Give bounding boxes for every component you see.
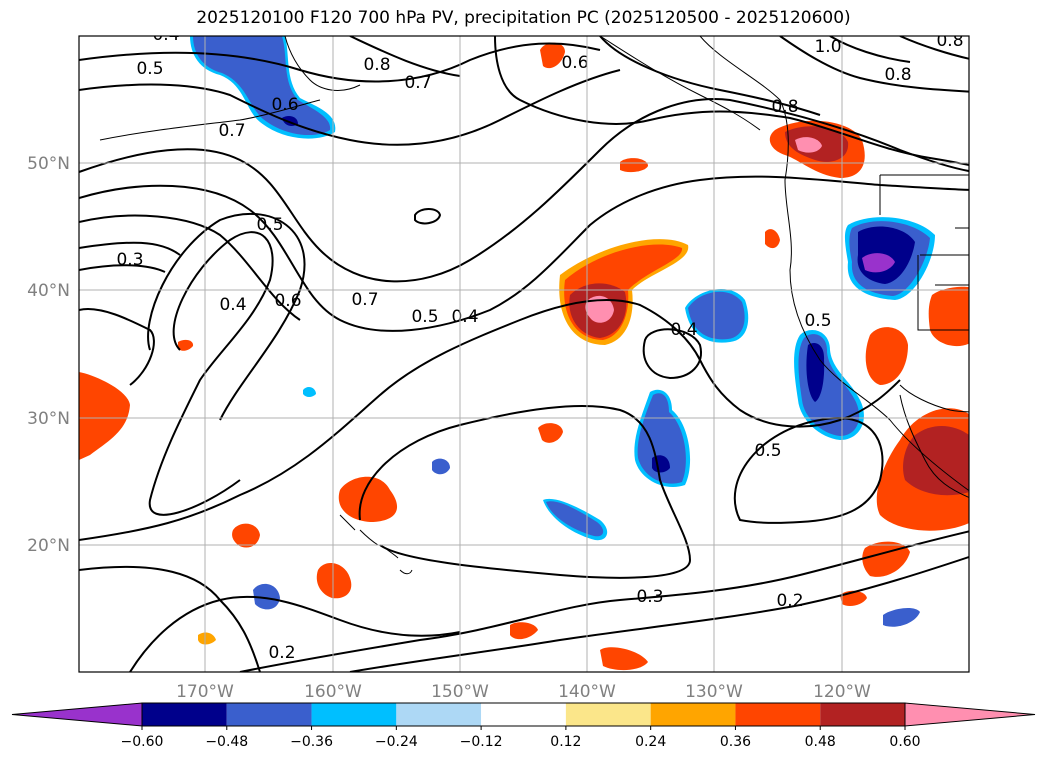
contour-label: 0.6 [271, 95, 298, 115]
contour-label: 0.3 [116, 250, 143, 270]
colorbar-segment [311, 703, 397, 726]
figure-title: 2025120100 F120 700 hPa PV, precipitatio… [196, 8, 851, 28]
contour-label: 0.2 [268, 643, 295, 663]
contour-label: 1.0 [814, 37, 841, 57]
colorbar-tick-label: −0.36 [290, 734, 333, 750]
contour-label: 0.3 [636, 587, 663, 607]
colorbar-tick-label: −0.60 [121, 734, 164, 750]
precip-negative [190, 36, 935, 627]
contour-label: 0.4 [219, 295, 246, 315]
colorbar: −0.60 −0.48 −0.36 −0.24 −0.12 0.12 0.24 0.36 0.4… [11, 702, 1036, 750]
precip-positive [79, 42, 969, 671]
map-frame [78, 35, 970, 673]
colorbar-tick-label: 0.36 [720, 734, 751, 750]
contour-label: 0.8 [771, 97, 798, 117]
lon-tick-label: 160°W [304, 682, 362, 702]
contour-label: 0.2 [776, 591, 803, 611]
lon-tick-label: 140°W [558, 682, 616, 702]
contour-label: 0.7 [351, 290, 378, 310]
colorbar-segment [481, 703, 566, 726]
colorbar-segment [396, 703, 482, 726]
lon-tick-label: 120°W [813, 682, 871, 702]
contour-label: 0.8 [884, 65, 911, 85]
lat-tick-label: 50°N [27, 154, 70, 174]
pv-contours [79, 36, 969, 672]
colorbar-segment [820, 703, 905, 726]
colorbar-segment [142, 703, 227, 726]
lon-tick-label: 170°W [176, 682, 234, 702]
contour-label: 0.5 [411, 307, 438, 327]
colorbar-extend-high [904, 702, 1036, 727]
colorbar-outline [141, 702, 906, 727]
colorbar-extend-low [11, 702, 143, 727]
colorbar-segment [226, 703, 312, 726]
colorbar-tick-label: −0.48 [205, 734, 248, 750]
contour-label: 0.7 [404, 73, 431, 93]
contour-label: 0.5 [136, 59, 163, 79]
contour-label: 0.5 [804, 311, 831, 331]
contour-label: 0.8 [936, 31, 963, 51]
contour-label: 0.8 [363, 55, 390, 75]
lat-tick-label: 30°N [27, 409, 70, 429]
colorbar-segment [565, 703, 651, 726]
coastlines [99, 36, 969, 575]
colorbar-segment [650, 703, 736, 726]
contour-label: 0.6 [561, 53, 588, 73]
contour-label: 0.7 [218, 121, 245, 141]
colorbar-tick-label: 0.48 [805, 734, 836, 750]
colorbar-tick-label: −0.12 [460, 734, 503, 750]
colorbar-tick-label: 0.12 [550, 734, 581, 750]
colorbar-tick-label: 0.60 [889, 734, 920, 750]
contour-label: 0.5 [754, 441, 781, 461]
colorbar-tick-label: −0.24 [375, 734, 418, 750]
colorbar-segment [735, 703, 821, 726]
lat-tick-label: 40°N [27, 281, 70, 301]
colorbar-tick-label: 0.24 [635, 734, 666, 750]
contour-label: 0.4 [152, 25, 179, 45]
contour-label: 0.4 [670, 320, 697, 340]
lon-tick-label: 130°W [685, 682, 743, 702]
lon-tick-label: 150°W [431, 682, 489, 702]
contour-label-layer: 0.4 0.5 0.6 0.8 0.7 0.6 1.0 0.8 0.8 0.8 … [116, 25, 963, 663]
contour-label: 0.5 [256, 215, 283, 235]
contour-label: 0.4 [451, 307, 478, 327]
contour-label: 0.6 [274, 291, 301, 311]
map-layers: 0.4 0.5 0.6 0.8 0.7 0.6 1.0 0.8 0.8 0.8 … [79, 25, 969, 672]
lat-tick-label: 20°N [27, 536, 70, 556]
gridlines [79, 36, 969, 672]
